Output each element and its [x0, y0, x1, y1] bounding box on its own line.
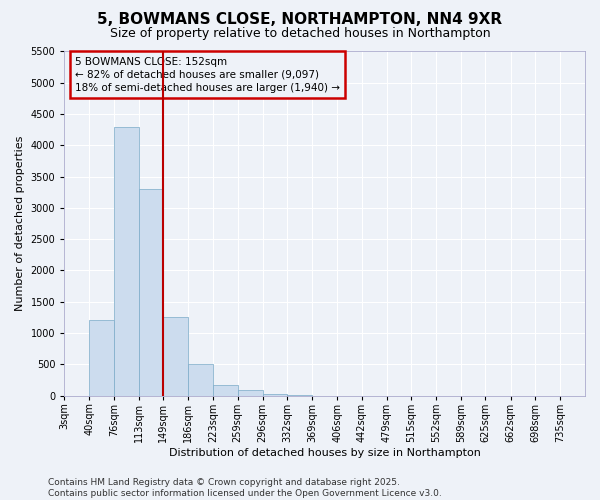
Bar: [163, 318, 188, 396]
Text: 5 BOWMANS CLOSE: 152sqm
← 82% of detached houses are smaller (9,097)
18% of semi: 5 BOWMANS CLOSE: 152sqm ← 82% of detache…: [75, 56, 340, 93]
X-axis label: Distribution of detached houses by size in Northampton: Distribution of detached houses by size …: [169, 448, 481, 458]
Bar: [89, 320, 114, 396]
Text: Contains HM Land Registry data © Crown copyright and database right 2025.
Contai: Contains HM Land Registry data © Crown c…: [48, 478, 442, 498]
Text: Size of property relative to detached houses in Northampton: Size of property relative to detached ho…: [110, 28, 490, 40]
Bar: [238, 390, 263, 396]
Bar: [213, 386, 238, 396]
Y-axis label: Number of detached properties: Number of detached properties: [15, 136, 25, 311]
Bar: [114, 126, 139, 396]
Bar: [263, 394, 287, 396]
Text: 5, BOWMANS CLOSE, NORTHAMPTON, NN4 9XR: 5, BOWMANS CLOSE, NORTHAMPTON, NN4 9XR: [97, 12, 503, 28]
Bar: [139, 189, 163, 396]
Bar: [188, 364, 213, 396]
